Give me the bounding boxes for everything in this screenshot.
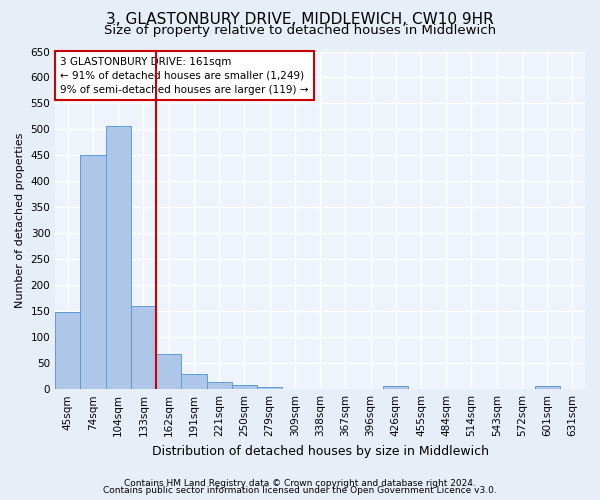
Bar (156, 354, 181, 389)
Bar (535, 386, 560, 389)
Text: Size of property relative to detached houses in Middlewich: Size of property relative to detached ho… (104, 24, 496, 37)
Bar (55, 312, 80, 389)
Bar (206, 382, 232, 389)
Bar (383, 386, 409, 389)
Bar (257, 386, 282, 389)
Text: 3 GLASTONBURY DRIVE: 161sqm
← 91% of detached houses are smaller (1,249)
9% of s: 3 GLASTONBURY DRIVE: 161sqm ← 91% of det… (61, 56, 309, 94)
Bar (131, 306, 156, 389)
Text: Contains HM Land Registry data © Crown copyright and database right 2024.: Contains HM Land Registry data © Crown c… (124, 478, 476, 488)
Bar (80, 156, 106, 389)
Y-axis label: Number of detached properties: Number of detached properties (15, 132, 25, 308)
Text: Contains public sector information licensed under the Open Government Licence v3: Contains public sector information licen… (103, 486, 497, 495)
X-axis label: Distribution of detached houses by size in Middlewich: Distribution of detached houses by size … (152, 444, 488, 458)
Bar (232, 384, 257, 389)
Bar (106, 126, 131, 389)
Bar (181, 374, 206, 389)
Text: 3, GLASTONBURY DRIVE, MIDDLEWICH, CW10 9HR: 3, GLASTONBURY DRIVE, MIDDLEWICH, CW10 9… (106, 12, 494, 28)
